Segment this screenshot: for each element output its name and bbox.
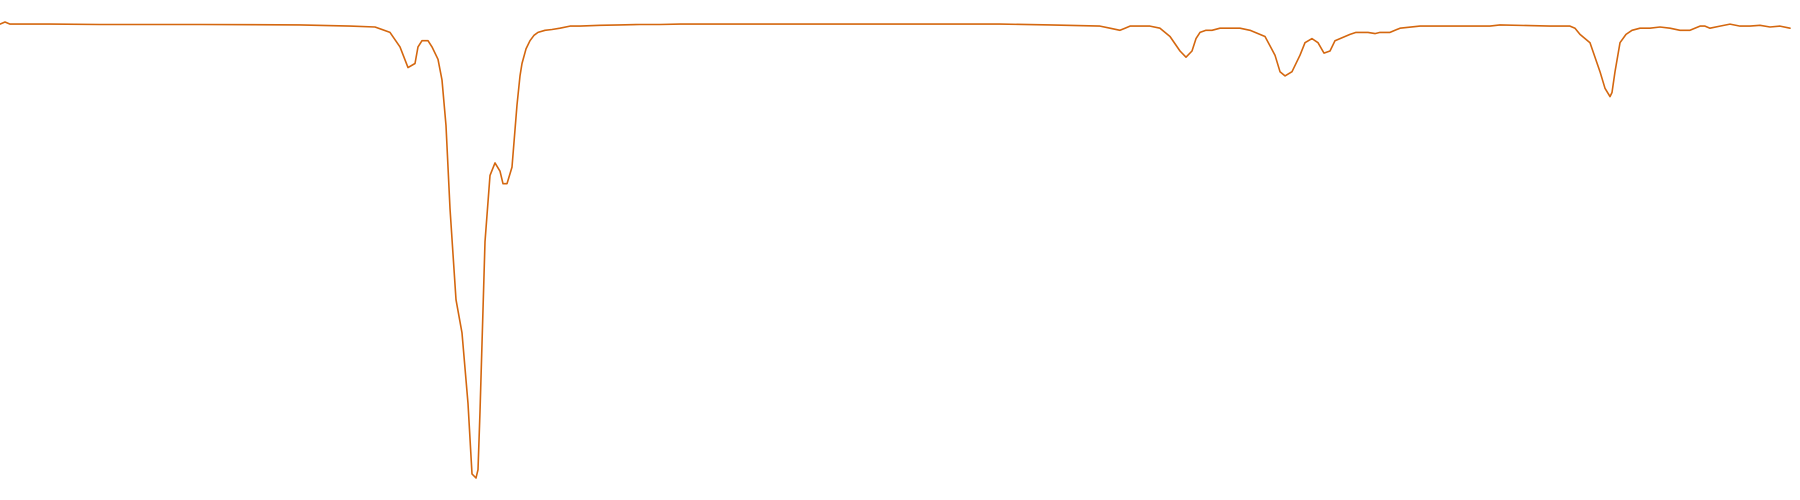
plot-area bbox=[0, 21, 1791, 479]
series-line-spectrum bbox=[0, 21, 1791, 479]
